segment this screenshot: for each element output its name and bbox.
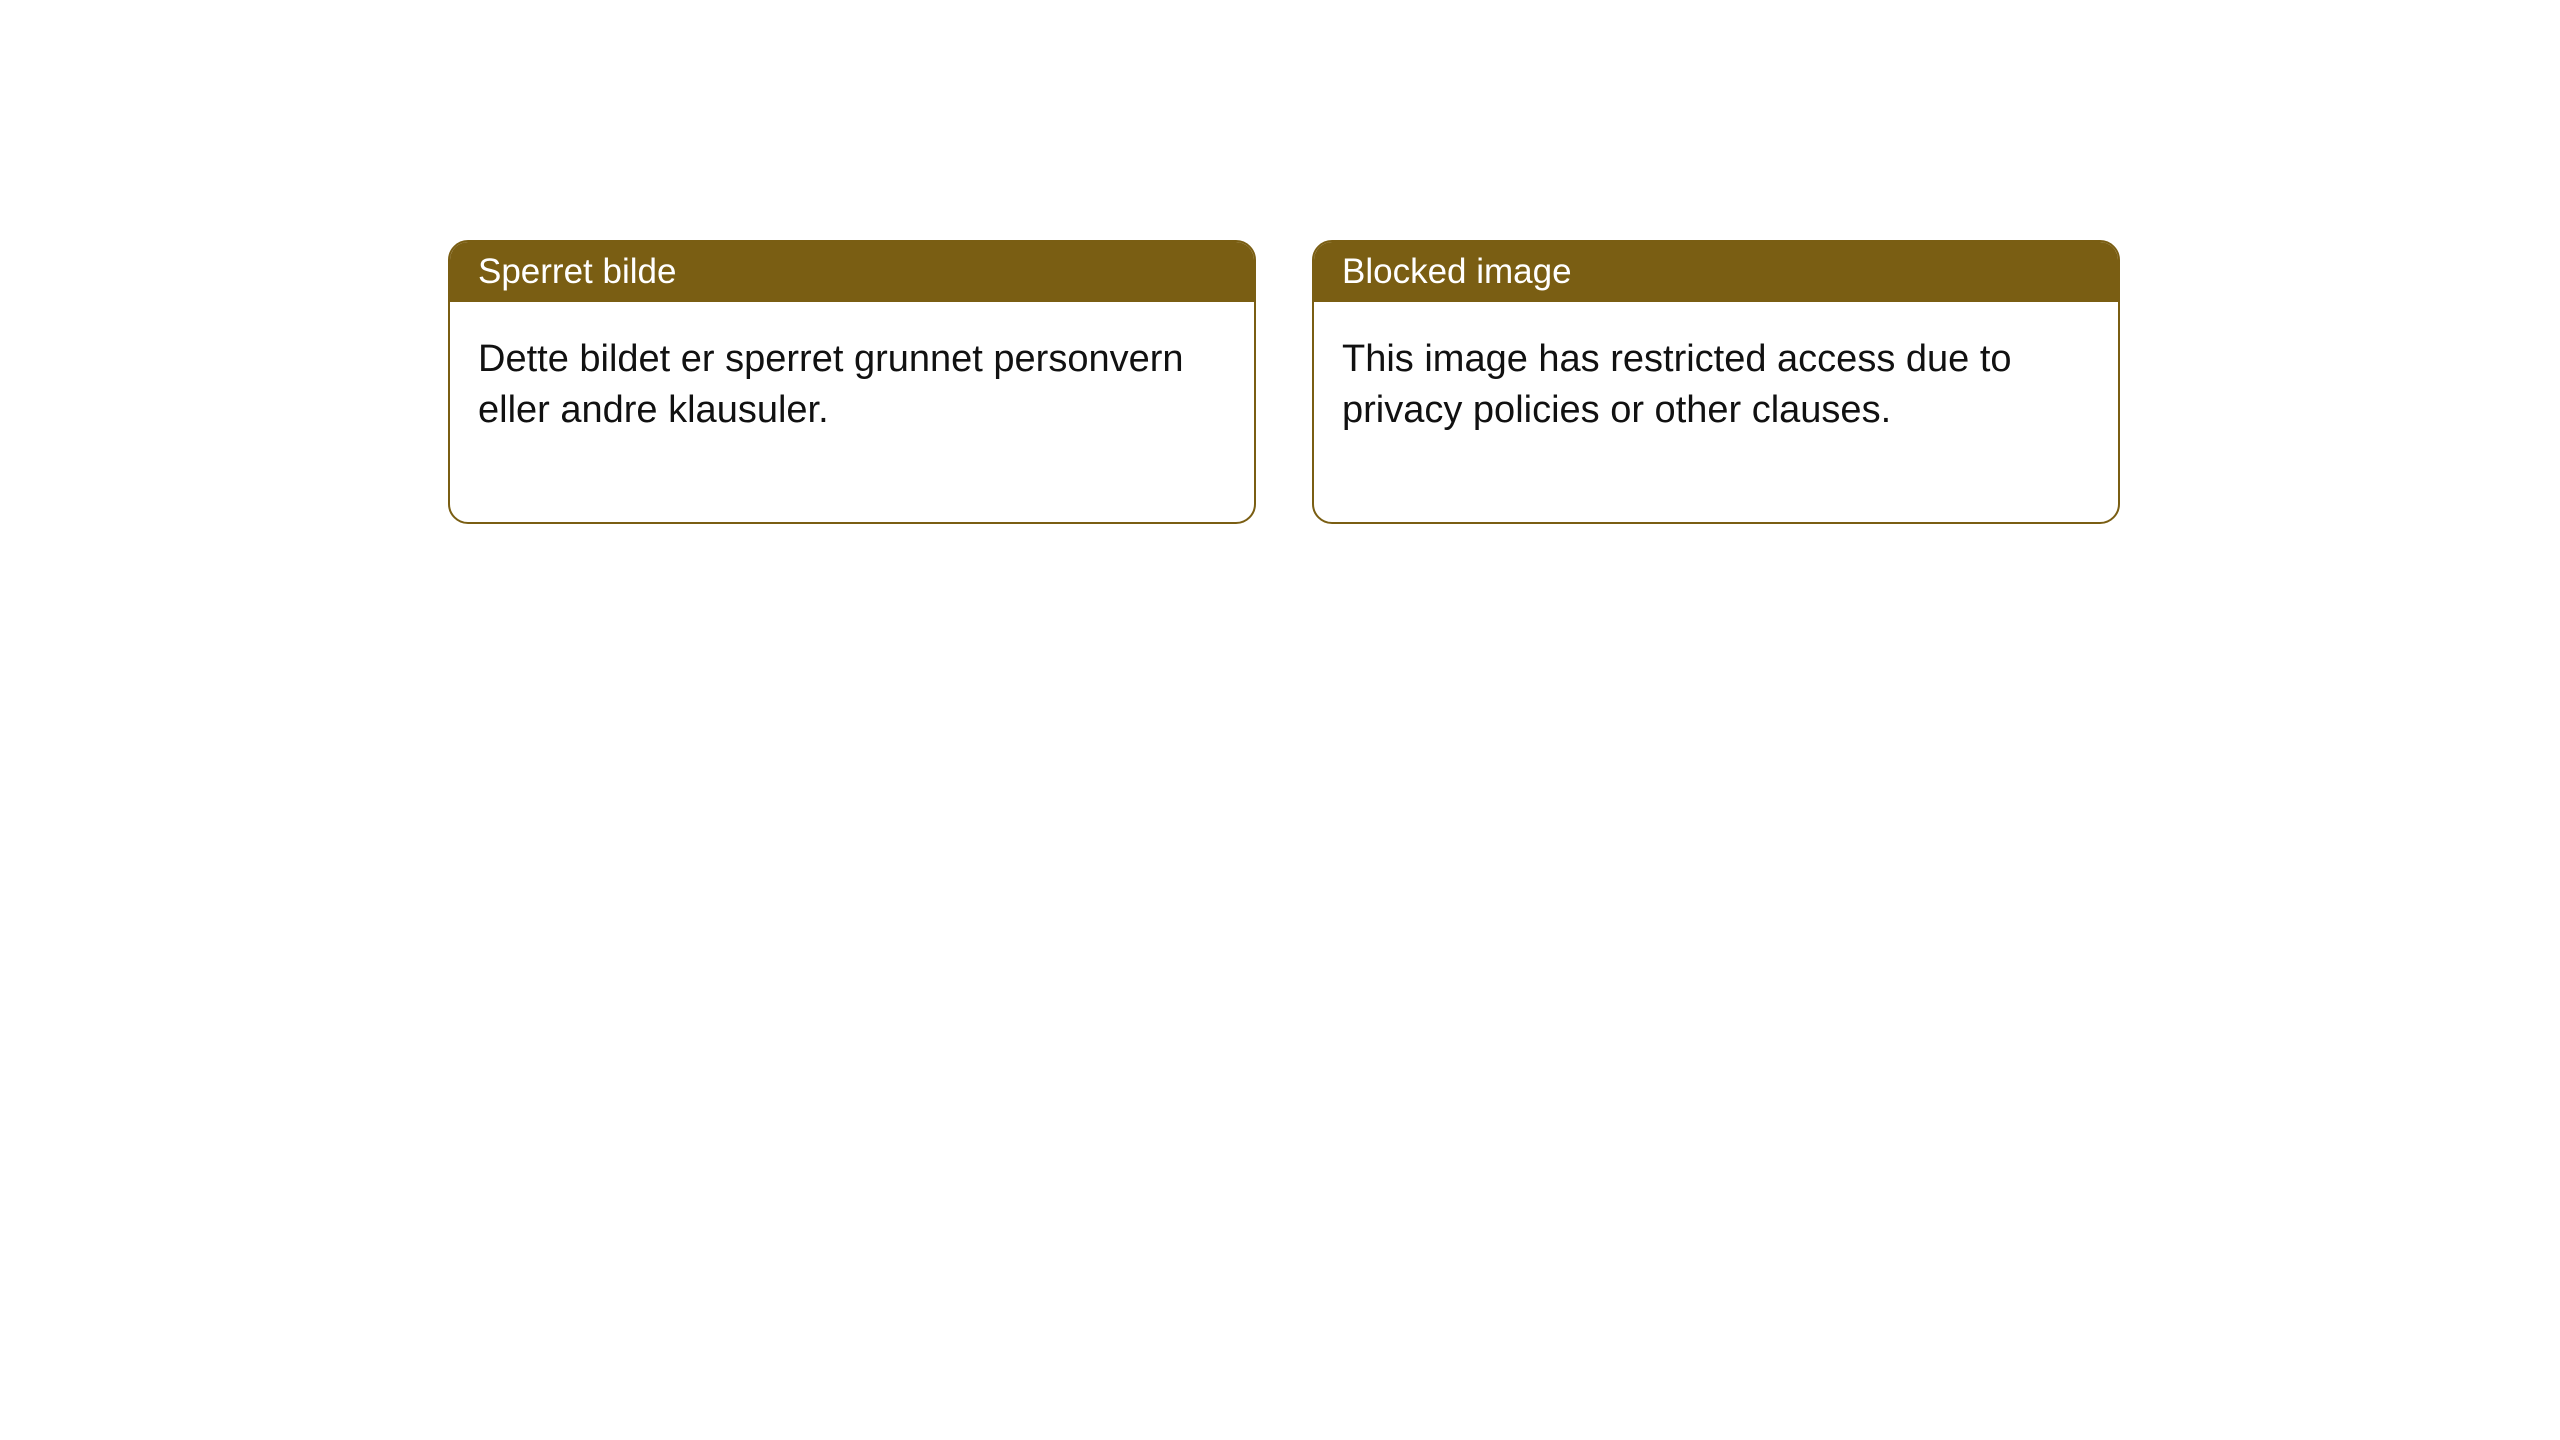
notice-card-norwegian: Sperret bilde Dette bildet er sperret gr… [448, 240, 1256, 524]
notice-container: Sperret bilde Dette bildet er sperret gr… [0, 0, 2560, 524]
notice-header: Sperret bilde [450, 242, 1254, 302]
notice-card-english: Blocked image This image has restricted … [1312, 240, 2120, 524]
notice-header: Blocked image [1314, 242, 2118, 302]
notice-body: This image has restricted access due to … [1314, 302, 2118, 522]
notice-body: Dette bildet er sperret grunnet personve… [450, 302, 1254, 522]
